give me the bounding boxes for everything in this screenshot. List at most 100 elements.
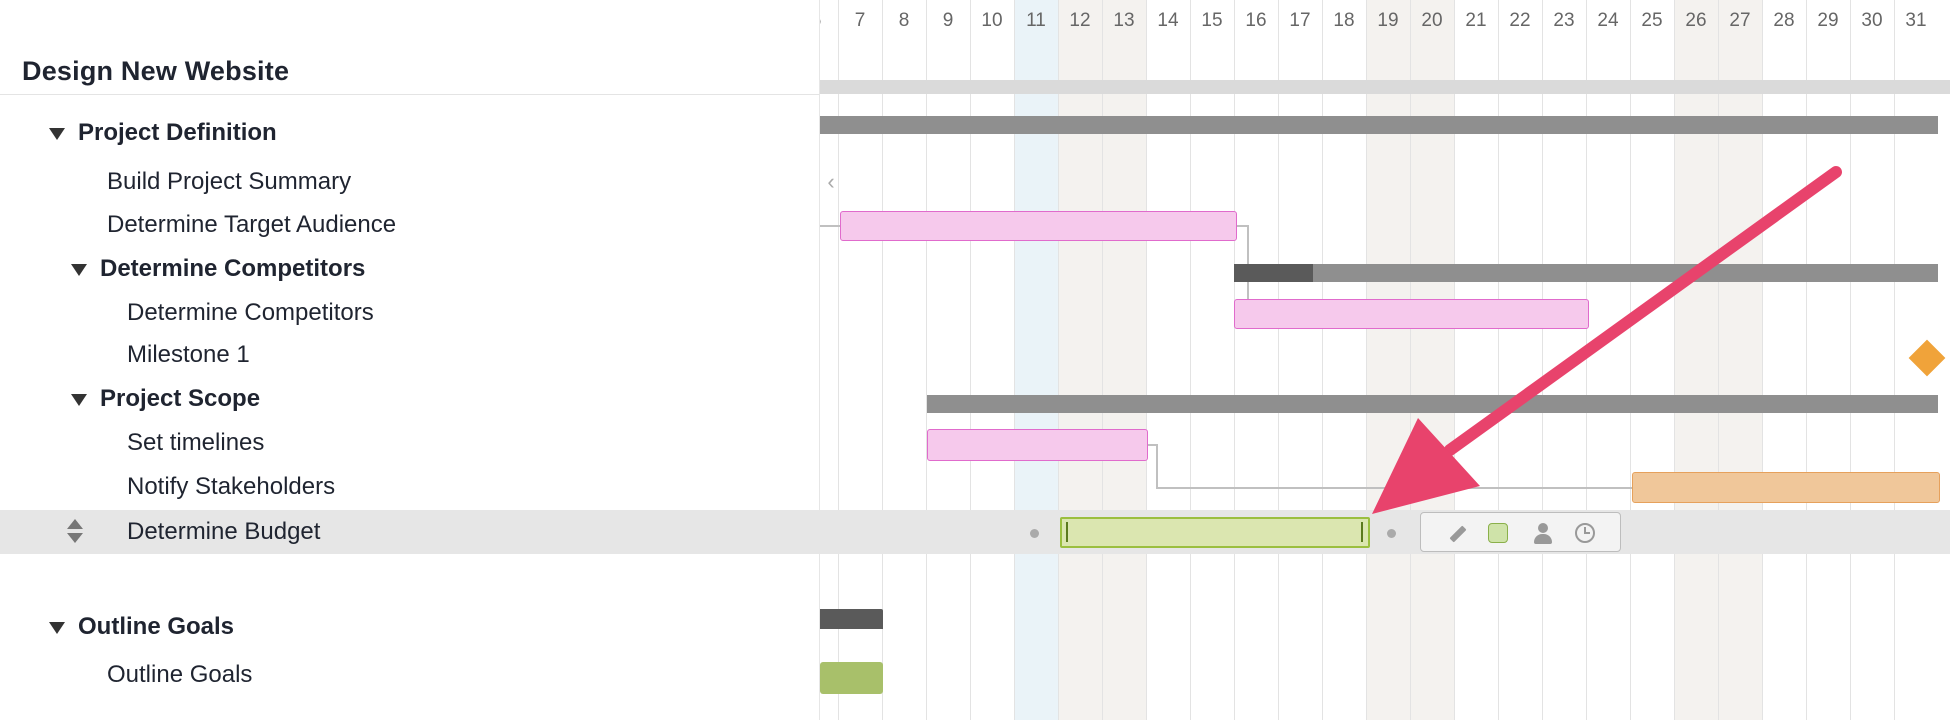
pencil-icon[interactable]	[1444, 520, 1470, 546]
day-column	[926, 0, 970, 720]
day-label: 27	[1729, 10, 1751, 31]
day-column	[1498, 0, 1542, 720]
day-label: 25	[1641, 10, 1663, 31]
task-bar-determine-budget[interactable]	[1060, 517, 1370, 548]
task-label: Determine Budget	[127, 518, 321, 545]
color-swatch-icon[interactable]	[1485, 520, 1511, 546]
day-column	[1674, 0, 1718, 720]
summary-bar-project-definition[interactable]	[820, 116, 1938, 134]
day-column	[1630, 0, 1674, 720]
scroll-left-chevron-icon[interactable]: ‹	[827, 169, 835, 194]
day-column	[1586, 0, 1630, 720]
days-header: 67 8 9 10 11 12 13 14 15 16 17 18 19 20 21 22 23 24 25 26 27…	[820, 0, 1950, 46]
day-column	[1278, 0, 1322, 720]
day-label: 10	[981, 10, 1003, 31]
day-label: 18	[1333, 10, 1355, 31]
task-label: Set timelines	[127, 429, 265, 456]
day-column	[1542, 0, 1586, 720]
day-column	[1322, 0, 1366, 720]
task-row-determine-target-audience[interactable]: Determine Target Audience	[0, 203, 926, 247]
day-label: 9	[942, 10, 954, 31]
task-bar-determine-target-audience[interactable]	[840, 211, 1237, 241]
day-label: 23	[1553, 10, 1575, 31]
task-label: Project Definition	[78, 119, 277, 146]
collapse-caret-icon[interactable]	[48, 619, 66, 635]
end-dependency-dot[interactable]	[1387, 529, 1396, 538]
task-row-outline-goals-group[interactable]: Outline Goals	[0, 605, 867, 649]
task-row-milestone-1[interactable]: Milestone 1	[0, 333, 946, 377]
day-column	[1454, 0, 1498, 720]
task-label: Determine Competitors	[127, 299, 374, 326]
task-row-notify-stakeholders[interactable]: Notify Stakeholders	[0, 465, 946, 509]
day-column	[838, 0, 882, 720]
task-row-determine-budget[interactable]: Determine Budget	[0, 510, 946, 554]
drag-handle-icon[interactable]	[64, 519, 86, 545]
day-column	[882, 0, 926, 720]
day-column	[1718, 0, 1762, 720]
resize-handle-right[interactable]	[1361, 522, 1363, 542]
task-bar-determine-competitors[interactable]	[1234, 299, 1589, 329]
day-column	[1234, 0, 1278, 720]
task-row-set-timelines[interactable]: Set timelines	[0, 421, 946, 465]
day-label: 19	[1377, 10, 1399, 31]
task-row-determine-competitors-group[interactable]: Determine Competitors	[0, 247, 889, 291]
task-row-determine-competitors[interactable]: Determine Competitors	[0, 291, 946, 335]
collapse-caret-icon[interactable]	[70, 261, 88, 277]
start-dependency-dot[interactable]	[1030, 529, 1039, 538]
day-label: 30	[1861, 10, 1883, 31]
day-label: 6	[820, 10, 838, 32]
selected-row-highlight	[820, 510, 1950, 554]
summary-bar-determine-competitors[interactable]	[1234, 264, 1938, 282]
day-column	[970, 0, 1014, 720]
task-row-outline-goals[interactable]: Outline Goals	[0, 653, 926, 697]
project-summary-bar	[820, 80, 1950, 94]
day-label: 31	[1905, 10, 1927, 31]
task-list-panel: Design New Website Project Definition Bu…	[0, 0, 946, 720]
day-label: 28	[1773, 10, 1795, 31]
collapse-caret-icon[interactable]	[48, 125, 66, 141]
gantt-timeline[interactable]: 67 8 9 10 11 12 13 14 15 16 17 18 19 20 21 22 23 24 25 26 27…	[820, 0, 1950, 720]
task-label: Outline Goals	[107, 661, 253, 688]
day-column	[1190, 0, 1234, 720]
day-column	[1366, 0, 1410, 720]
dependency-connector	[1237, 225, 1249, 227]
dependency-connector	[1156, 444, 1158, 489]
day-label: 26	[1685, 10, 1707, 31]
day-column	[1894, 0, 1938, 720]
task-row-project-scope[interactable]: Project Scope	[0, 377, 889, 421]
collapse-caret-icon[interactable]	[70, 391, 88, 407]
day-column	[1806, 0, 1850, 720]
day-column	[1058, 0, 1102, 720]
day-column	[1014, 0, 1058, 720]
summary-bar-outline-goals[interactable]	[820, 609, 883, 629]
dependency-connector	[1148, 444, 1158, 446]
day-label: 12	[1069, 10, 1091, 31]
day-label: 21	[1465, 10, 1487, 31]
task-bar-set-timelines[interactable]	[927, 429, 1148, 461]
summary-bar-project-scope[interactable]	[927, 395, 1938, 413]
day-label: 15	[1201, 10, 1223, 31]
day-label: 13	[1113, 10, 1135, 31]
task-bar-notify-stakeholders[interactable]	[1632, 472, 1940, 503]
task-label: Determine Target Audience	[107, 211, 397, 238]
person-icon[interactable]	[1530, 520, 1556, 546]
day-column	[1850, 0, 1894, 720]
day-label: 14	[1157, 10, 1179, 31]
day-column	[1102, 0, 1146, 720]
day-label: 16	[1245, 10, 1267, 31]
resize-handle-left[interactable]	[1066, 522, 1068, 542]
summary-progress-determine-competitors	[1234, 264, 1313, 282]
day-label: 7	[854, 10, 866, 31]
dependency-connector	[1247, 225, 1249, 300]
day-column	[1410, 0, 1454, 720]
day-label: 8	[898, 10, 910, 31]
day-column	[1762, 0, 1806, 720]
day-label: 22	[1509, 10, 1531, 31]
clock-icon[interactable]	[1572, 520, 1598, 546]
task-row-build-project-summary[interactable]: Build Project Summary	[0, 160, 926, 204]
day-label: 29	[1817, 10, 1839, 31]
title-divider	[0, 94, 819, 95]
task-bar-outline-goals[interactable]	[820, 662, 883, 694]
task-row-project-definition[interactable]: Project Definition	[0, 111, 867, 155]
task-mini-toolbar	[1420, 512, 1621, 552]
